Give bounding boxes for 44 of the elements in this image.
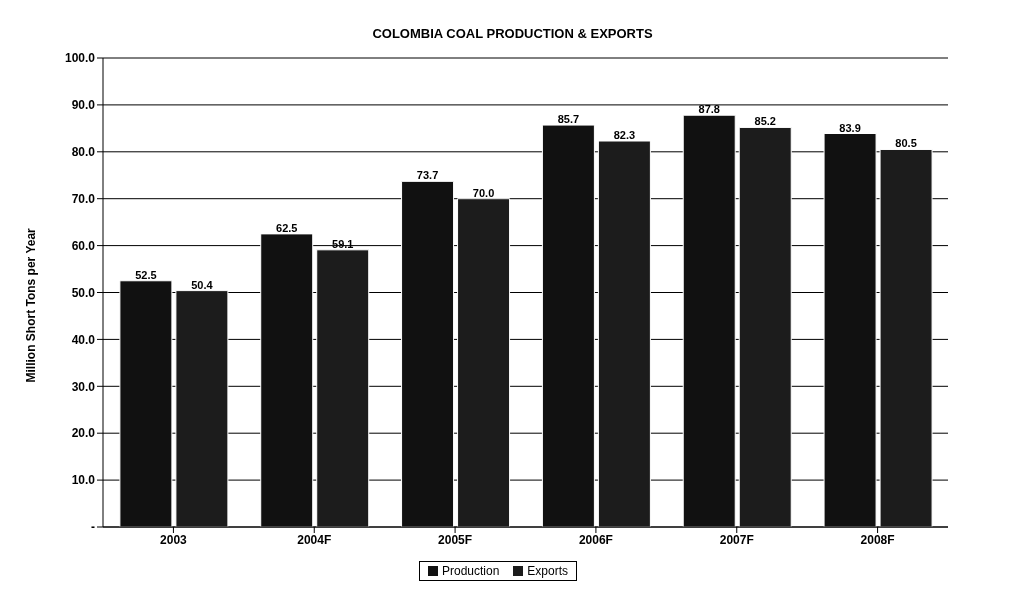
y-tick-label: 20.0 bbox=[71, 426, 96, 441]
data-label: 85.7 bbox=[557, 113, 580, 126]
bar bbox=[597, 140, 651, 527]
data-label: 82.3 bbox=[613, 129, 636, 142]
bar bbox=[879, 148, 933, 527]
x-tick-label: 2006F bbox=[578, 532, 613, 547]
bar bbox=[260, 233, 314, 527]
legend-label: Production bbox=[441, 564, 500, 578]
data-label: 83.9 bbox=[839, 121, 861, 134]
y-tick-label: 90.0 bbox=[71, 98, 96, 113]
x-tick-label: 2003 bbox=[160, 532, 188, 547]
bar bbox=[457, 198, 511, 527]
y-tick-label: 100.0 bbox=[64, 51, 96, 66]
data-label: 87.8 bbox=[698, 103, 720, 116]
data-label: 50.4 bbox=[191, 278, 214, 291]
x-tick-label: 2008F bbox=[860, 532, 895, 547]
x-tick-label: 2005F bbox=[438, 532, 473, 547]
bar bbox=[401, 180, 455, 527]
data-label: 85.2 bbox=[754, 115, 776, 128]
bar bbox=[175, 290, 229, 527]
y-tick-label: 60.0 bbox=[71, 238, 96, 253]
y-tick-label: 10.0 bbox=[71, 473, 96, 488]
data-label: 73.7 bbox=[416, 169, 439, 182]
y-tick-label: 50.0 bbox=[71, 285, 96, 300]
data-label: 62.5 bbox=[276, 221, 298, 234]
chart-title: COLOMBIA COAL PRODUCTION & EXPORTS bbox=[371, 25, 654, 43]
bar bbox=[541, 124, 595, 527]
data-label: 70.0 bbox=[472, 186, 495, 199]
y-tick-label: 30.0 bbox=[71, 379, 96, 394]
y-tick-label: 70.0 bbox=[71, 191, 96, 206]
data-label: 52.5 bbox=[135, 268, 157, 281]
y-tick-label: - bbox=[91, 520, 95, 535]
legend-label: Exports bbox=[527, 564, 569, 578]
bar bbox=[119, 280, 173, 527]
data-label: 80.5 bbox=[895, 137, 917, 150]
y-tick-label: 80.0 bbox=[71, 145, 96, 160]
bar bbox=[316, 249, 370, 527]
y-tick-label: 40.0 bbox=[71, 332, 96, 347]
bar bbox=[823, 133, 877, 527]
y-axis-title: Million Short Tons per Year bbox=[24, 227, 39, 383]
bar bbox=[682, 114, 736, 527]
x-tick-label: 2004F bbox=[297, 532, 332, 547]
bar bbox=[738, 126, 792, 527]
x-tick-label: 2007F bbox=[719, 532, 754, 547]
